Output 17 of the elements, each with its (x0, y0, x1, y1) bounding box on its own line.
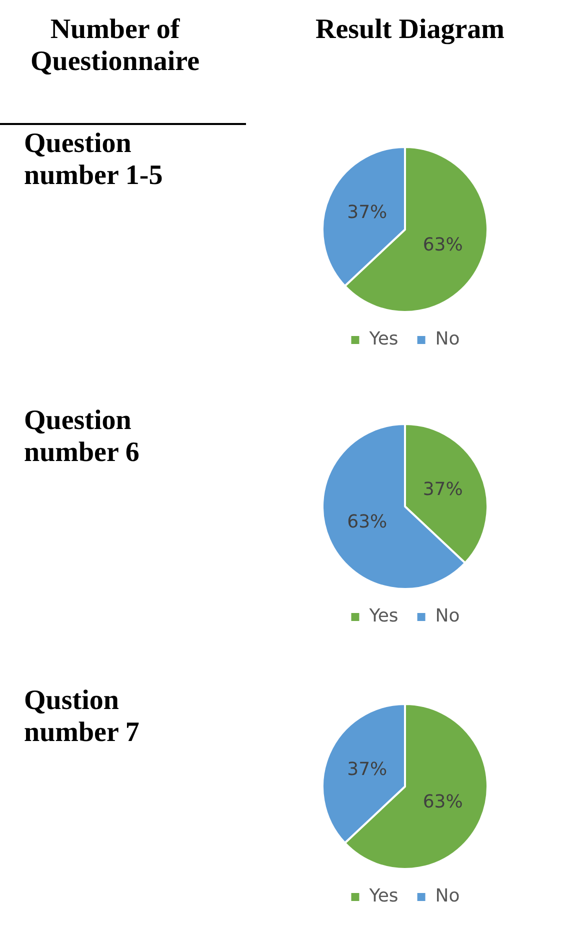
text: Question number 1-5 (24, 128, 164, 192)
text: Number of Questionnaire (29, 14, 201, 78)
text: Qustion number 7 (24, 685, 140, 749)
legend-label: No (435, 886, 460, 907)
legend-label: No (435, 328, 460, 350)
data-label: 63% (422, 234, 463, 256)
legend-label: Yes (368, 886, 398, 907)
data-label: 37% (347, 758, 388, 780)
text: Question number 6 (24, 405, 140, 469)
data-label: 37% (422, 478, 463, 500)
data-label: 63% (347, 512, 388, 533)
data-label: 37% (347, 202, 388, 223)
legend-label: Yes (368, 606, 398, 627)
legend-label: No (435, 606, 460, 627)
data-label: 63% (422, 792, 463, 813)
legend-label: Yes (368, 328, 398, 350)
text: Result Diagram (314, 14, 506, 46)
